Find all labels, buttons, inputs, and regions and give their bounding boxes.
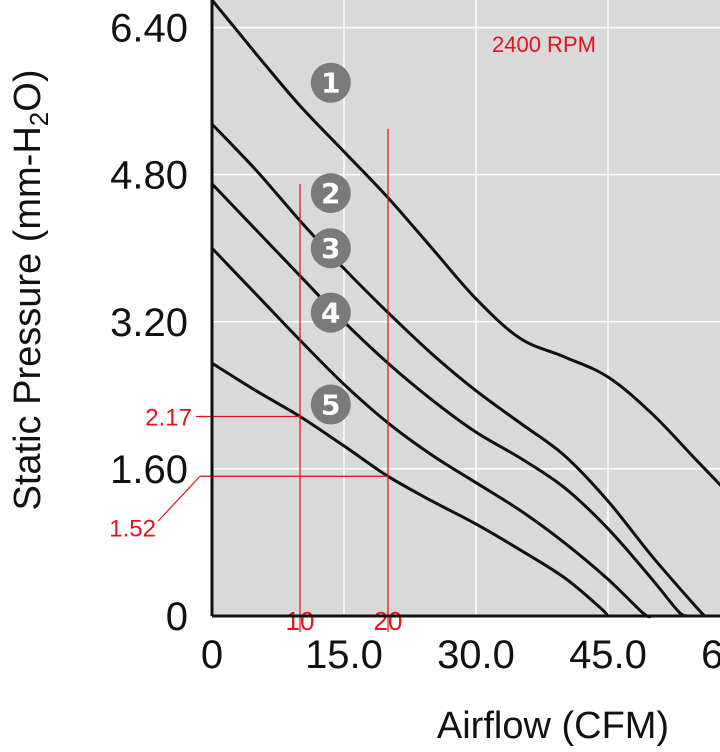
curve-badges: 1 2 3 4 5	[310, 62, 351, 425]
curve-badge-label-3: 3	[321, 232, 340, 265]
curve-4	[210, 247, 653, 619]
x-axis-title: Airflow (CFM)	[437, 705, 669, 747]
x-tick-1: 15.0	[305, 633, 383, 677]
y-axis-title-main: Static Pressure (mm-H	[7, 126, 49, 510]
curve-badge-4	[310, 292, 351, 333]
ref-y-label-2.17: 2.17	[145, 404, 192, 431]
curve-badge-5	[310, 384, 351, 425]
curve-badge-3	[310, 228, 351, 269]
x-tick-3: 45.0	[569, 633, 647, 677]
y-axis-title-subscript: 2	[24, 112, 54, 126]
y-tick-4: 6.40	[110, 7, 188, 51]
y-tick-0: 0	[166, 595, 188, 639]
y-tick-3: 4.80	[110, 154, 188, 198]
curve-badge-label-1: 1	[321, 67, 340, 100]
rpm-note: 2400 RPM	[492, 32, 596, 57]
x-tick-2: 30.0	[437, 633, 515, 677]
y-axis-title: Static Pressure (mm-H2O)	[7, 70, 54, 511]
x-tick-0: 0	[201, 633, 223, 677]
ref-leader-1.52	[157, 475, 201, 522]
x-tick-4: 60.0	[701, 633, 720, 677]
curve-badge-1	[310, 62, 351, 103]
ref-y-label-1.52: 1.52	[109, 515, 156, 542]
curve-badge-label-2: 2	[321, 177, 340, 210]
axes	[210, 0, 720, 618]
y-tick-2: 3.20	[110, 301, 188, 345]
x-tick-labels: 0 15.0 30.0 45.0 60.0	[201, 633, 720, 677]
y-tick-labels: 0 1.60 3.20 4.80 6.40	[110, 7, 188, 639]
ref-x-label-10: 10	[286, 606, 315, 636]
ref-x-label-20: 20	[374, 606, 403, 636]
y-tick-1: 1.60	[110, 448, 188, 492]
curve-1	[210, 0, 720, 487]
curve-badge-2	[310, 173, 351, 214]
curve-badge-label-4: 4	[321, 297, 340, 330]
curve-5	[211, 361, 610, 618]
curve-badge-label-5: 5	[321, 389, 340, 422]
y-axis-title-end: O)	[7, 70, 49, 112]
